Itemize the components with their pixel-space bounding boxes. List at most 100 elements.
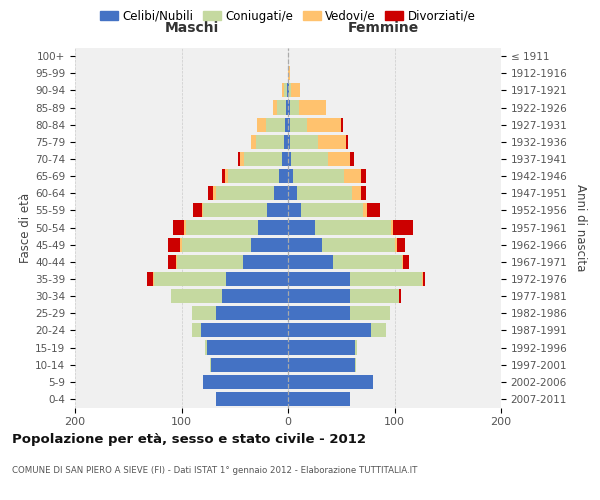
Bar xyxy=(251,238,288,252)
Y-axis label: Fasce di età: Fasce di età xyxy=(19,192,32,262)
Bar xyxy=(284,135,288,149)
Bar xyxy=(344,169,361,183)
Bar xyxy=(258,220,288,234)
Bar xyxy=(361,186,366,200)
Bar xyxy=(176,255,177,269)
Bar xyxy=(288,135,290,149)
Bar xyxy=(290,100,299,114)
Bar xyxy=(214,186,215,200)
Bar xyxy=(288,186,296,200)
Bar xyxy=(222,289,288,303)
Bar xyxy=(333,255,402,269)
Bar xyxy=(167,238,181,252)
Bar xyxy=(274,186,288,200)
Bar xyxy=(350,289,399,303)
Bar xyxy=(277,100,286,114)
Bar xyxy=(402,255,403,269)
Bar xyxy=(361,169,366,183)
Bar xyxy=(403,255,409,269)
Bar xyxy=(350,152,354,166)
Bar xyxy=(173,220,184,234)
Bar xyxy=(153,272,154,286)
Text: COMUNE DI SAN PIERO A SIEVE (FI) - Dati ISTAT 1° gennaio 2012 - Elaborazione TUT: COMUNE DI SAN PIERO A SIEVE (FI) - Dati … xyxy=(12,466,418,475)
Bar xyxy=(394,220,413,234)
Bar xyxy=(288,392,350,406)
Bar xyxy=(288,66,290,80)
Bar xyxy=(350,272,422,286)
Bar xyxy=(193,204,202,218)
Bar xyxy=(346,135,347,149)
Bar xyxy=(202,204,203,218)
Bar xyxy=(244,152,281,166)
Bar xyxy=(243,255,288,269)
Bar xyxy=(288,238,322,252)
Bar xyxy=(395,238,397,252)
Bar xyxy=(422,272,423,286)
Bar xyxy=(256,135,284,149)
Bar xyxy=(205,340,207,354)
Bar xyxy=(203,375,288,389)
Bar xyxy=(288,100,290,114)
Bar xyxy=(341,118,343,132)
Bar xyxy=(328,152,350,166)
Bar xyxy=(291,152,328,166)
Bar xyxy=(399,289,401,303)
Bar xyxy=(181,238,182,252)
Bar xyxy=(210,358,211,372)
Bar xyxy=(148,272,153,286)
Bar xyxy=(280,169,288,183)
Bar xyxy=(266,204,288,218)
Bar xyxy=(225,169,229,183)
Bar xyxy=(322,238,395,252)
Bar xyxy=(184,220,186,234)
Bar xyxy=(362,204,367,218)
Bar xyxy=(397,238,405,252)
Bar xyxy=(288,204,301,218)
Bar xyxy=(290,135,318,149)
Bar xyxy=(307,118,341,132)
Bar xyxy=(211,358,288,372)
Legend: Celibi/Nubili, Coniugati/e, Vedovi/e, Divorziati/e: Celibi/Nubili, Coniugati/e, Vedovi/e, Di… xyxy=(95,5,481,27)
Bar xyxy=(391,220,394,234)
Bar xyxy=(266,118,285,132)
Bar xyxy=(240,152,244,166)
Text: Maschi: Maschi xyxy=(165,21,219,35)
Bar xyxy=(281,152,288,166)
Bar xyxy=(182,238,251,252)
Text: Femmine: Femmine xyxy=(348,21,419,35)
Bar xyxy=(296,186,352,200)
Bar xyxy=(229,169,280,183)
Bar xyxy=(350,306,390,320)
Y-axis label: Anni di nascita: Anni di nascita xyxy=(574,184,587,271)
Bar xyxy=(287,84,288,98)
Bar xyxy=(200,324,288,338)
Bar xyxy=(299,100,326,114)
Bar xyxy=(186,220,258,234)
Bar xyxy=(288,169,293,183)
Bar xyxy=(367,204,380,218)
Bar xyxy=(352,186,361,200)
Bar xyxy=(288,324,371,338)
Bar xyxy=(288,340,355,354)
Bar xyxy=(289,84,291,98)
Bar xyxy=(285,118,288,132)
Bar xyxy=(288,289,350,303)
Bar xyxy=(423,272,425,286)
Bar xyxy=(167,255,176,269)
Bar xyxy=(288,255,333,269)
Bar xyxy=(288,220,314,234)
Bar xyxy=(314,220,391,234)
Bar xyxy=(208,186,214,200)
Bar xyxy=(288,306,350,320)
Bar xyxy=(215,186,274,200)
Bar xyxy=(288,152,291,166)
Bar xyxy=(215,306,288,320)
Bar xyxy=(288,272,350,286)
Bar xyxy=(355,340,357,354)
Bar xyxy=(288,84,289,98)
Bar xyxy=(288,118,290,132)
Bar xyxy=(273,100,277,114)
Bar xyxy=(288,375,373,389)
Bar xyxy=(301,204,362,218)
Text: Popolazione per età, sesso e stato civile - 2012: Popolazione per età, sesso e stato civil… xyxy=(12,432,366,446)
